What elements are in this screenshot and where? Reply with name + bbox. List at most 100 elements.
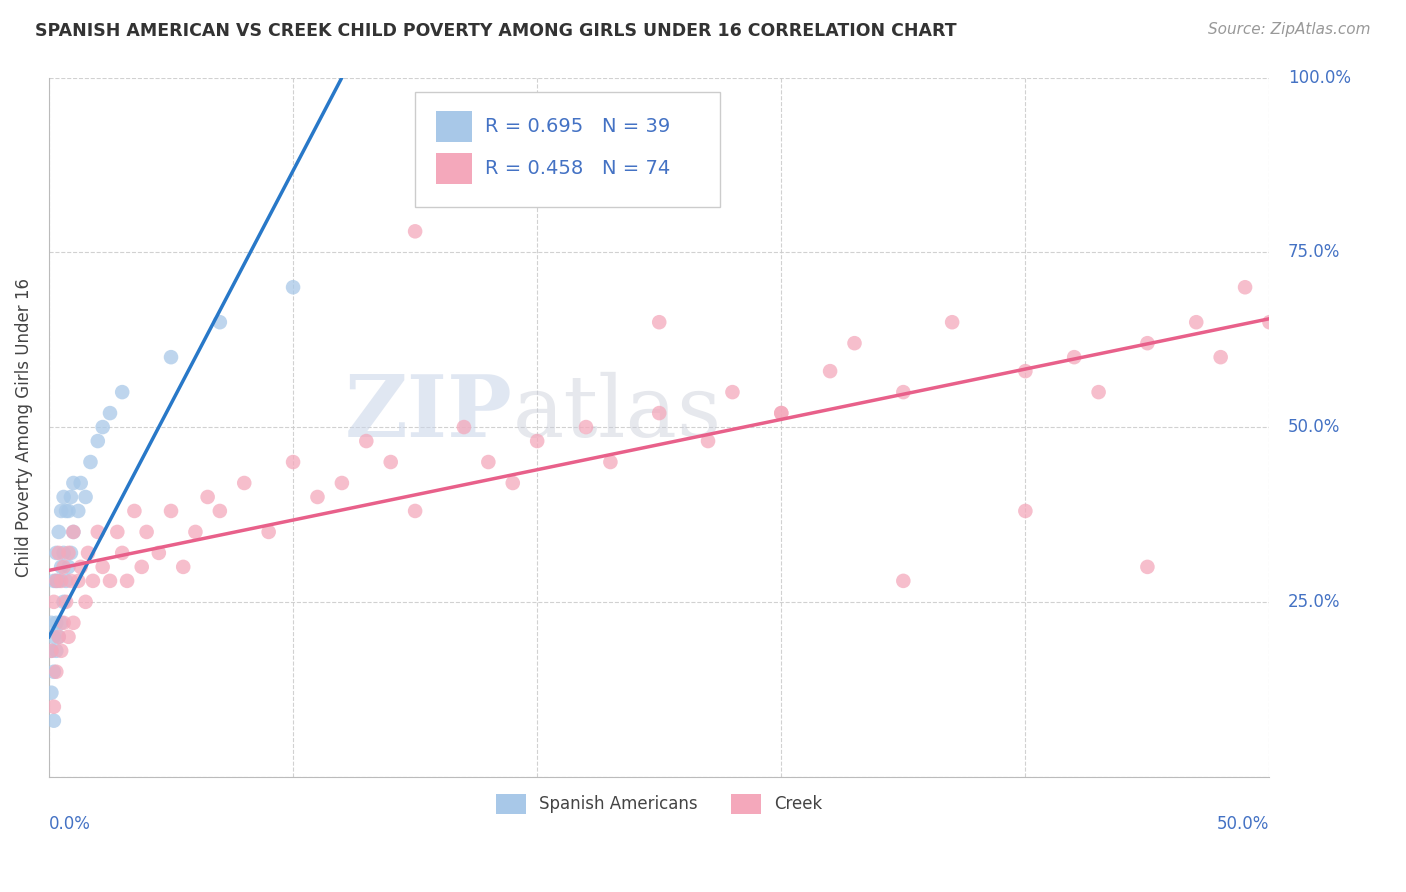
Point xyxy=(45,574,67,588)
Text: Source: ZipAtlas.com: Source: ZipAtlas.com xyxy=(1208,22,1371,37)
Point xyxy=(281,455,304,469)
Point xyxy=(148,546,170,560)
FancyBboxPatch shape xyxy=(436,111,472,142)
Text: 50.0%: 50.0% xyxy=(1288,418,1340,436)
Point xyxy=(87,434,110,448)
Point xyxy=(75,490,97,504)
Point xyxy=(98,406,121,420)
Text: 100.0%: 100.0% xyxy=(1288,69,1351,87)
Point xyxy=(42,714,65,728)
Point xyxy=(55,574,77,588)
Point xyxy=(131,560,153,574)
Point xyxy=(77,546,100,560)
Text: 50.0%: 50.0% xyxy=(1218,815,1270,833)
Point xyxy=(52,490,75,504)
Point xyxy=(697,434,720,448)
Point xyxy=(721,385,744,400)
Point xyxy=(91,420,114,434)
Point xyxy=(160,350,183,364)
Point xyxy=(1136,336,1159,351)
Point xyxy=(233,475,256,490)
Text: R = 0.695   N = 39: R = 0.695 N = 39 xyxy=(485,117,669,136)
Point xyxy=(330,475,353,490)
Point xyxy=(891,385,914,400)
Point xyxy=(404,224,426,238)
Point xyxy=(281,280,304,294)
Point xyxy=(599,455,621,469)
Point xyxy=(208,315,231,329)
Point xyxy=(818,364,841,378)
Point xyxy=(45,665,67,679)
Point xyxy=(48,524,70,539)
Point xyxy=(844,336,866,351)
Point xyxy=(59,490,82,504)
Point xyxy=(69,475,91,490)
Point xyxy=(58,630,80,644)
Point xyxy=(52,615,75,630)
Point xyxy=(42,574,65,588)
Point xyxy=(380,455,402,469)
Point xyxy=(941,315,963,329)
Point xyxy=(1209,350,1232,364)
Text: 0.0%: 0.0% xyxy=(49,815,91,833)
Y-axis label: Child Poverty Among Girls Under 16: Child Poverty Among Girls Under 16 xyxy=(15,277,32,576)
Point xyxy=(105,524,128,539)
Point xyxy=(62,524,84,539)
Point xyxy=(52,546,75,560)
Point xyxy=(48,630,70,644)
Point xyxy=(51,560,73,574)
Point xyxy=(42,630,65,644)
Point xyxy=(45,574,67,588)
Point xyxy=(52,560,75,574)
Point xyxy=(115,574,138,588)
Point xyxy=(55,504,77,518)
Point xyxy=(55,595,77,609)
Point xyxy=(62,524,84,539)
Point xyxy=(1258,315,1281,329)
Point xyxy=(648,315,671,329)
Point xyxy=(770,406,793,420)
Point xyxy=(75,595,97,609)
Point xyxy=(404,504,426,518)
Point xyxy=(52,595,75,609)
Point xyxy=(1014,504,1036,518)
Point xyxy=(477,455,499,469)
Point xyxy=(51,504,73,518)
Point xyxy=(770,406,793,420)
Point xyxy=(79,455,101,469)
Point xyxy=(45,615,67,630)
Point xyxy=(1063,350,1085,364)
Point xyxy=(69,560,91,574)
Point xyxy=(48,574,70,588)
Point xyxy=(58,560,80,574)
Point xyxy=(356,434,378,448)
Point xyxy=(111,546,134,560)
Point xyxy=(1185,315,1208,329)
Point xyxy=(502,475,524,490)
Point xyxy=(41,644,63,658)
Point xyxy=(41,644,63,658)
Point xyxy=(42,699,65,714)
Point xyxy=(58,546,80,560)
Point xyxy=(82,574,104,588)
Point xyxy=(526,434,548,448)
Point xyxy=(648,406,671,420)
Point xyxy=(208,504,231,518)
Point xyxy=(59,546,82,560)
Point xyxy=(1014,364,1036,378)
Point xyxy=(1136,560,1159,574)
Point xyxy=(172,560,194,574)
Point xyxy=(58,504,80,518)
Point xyxy=(62,615,84,630)
Point xyxy=(197,490,219,504)
Point xyxy=(48,630,70,644)
Point xyxy=(42,665,65,679)
Point xyxy=(45,546,67,560)
Point xyxy=(51,644,73,658)
Point xyxy=(1234,280,1257,294)
Point xyxy=(42,595,65,609)
Point xyxy=(160,504,183,518)
Text: 25.0%: 25.0% xyxy=(1288,593,1340,611)
Point xyxy=(51,615,73,630)
Text: atlas: atlas xyxy=(513,371,721,455)
